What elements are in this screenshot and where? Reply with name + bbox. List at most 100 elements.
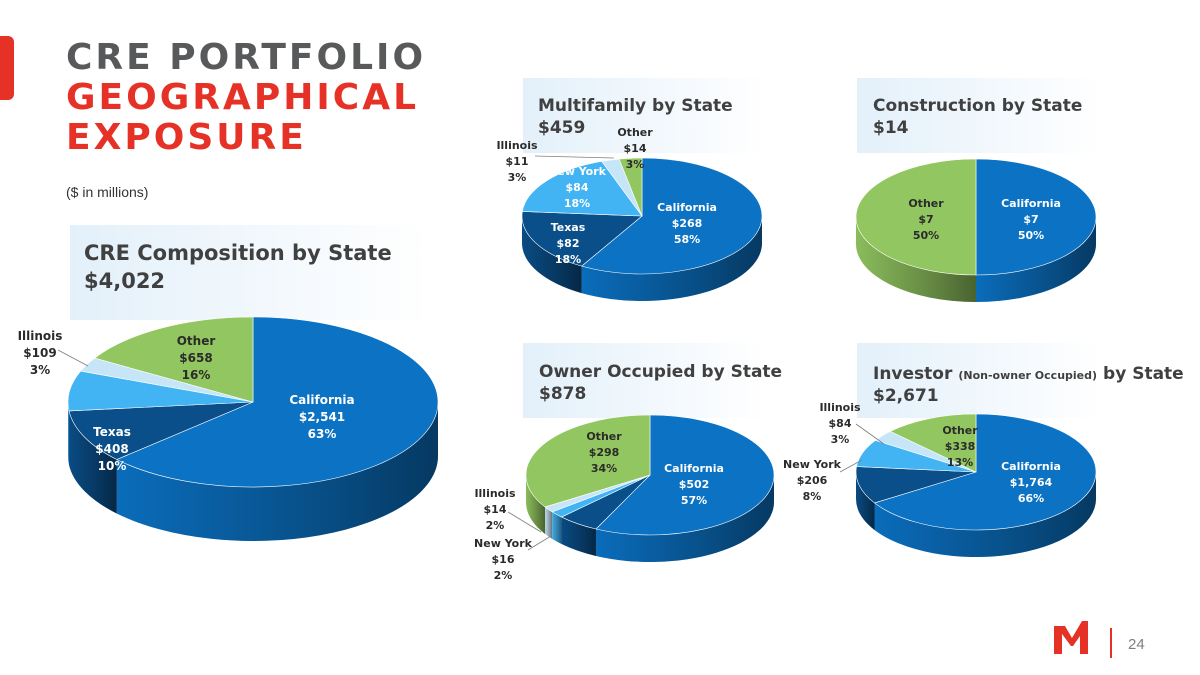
slice-label-california: California bbox=[1001, 197, 1061, 210]
slice-value-other: $298 bbox=[589, 446, 620, 459]
slice-value-california: $2,541 bbox=[299, 410, 345, 424]
slice-label-california: California bbox=[657, 201, 717, 214]
slice-value-other: $14 bbox=[624, 142, 647, 155]
slice-percent-new-york: 8% bbox=[25, 424, 45, 438]
leader-line-illinois bbox=[507, 511, 542, 533]
slice-value-illinois: $11 bbox=[506, 155, 529, 168]
slice-label-texas: Texas bbox=[93, 425, 131, 439]
chart-subtitle: $878 bbox=[539, 384, 586, 404]
slice-percent-california: 63% bbox=[308, 427, 337, 441]
page-title: CRE PORTFOLIO GEOGRAPHICAL EXPOSURE bbox=[66, 38, 426, 158]
slice-label-other: Other bbox=[177, 334, 216, 348]
slice-value-new-york: $84 bbox=[566, 181, 589, 194]
chart-title-panel bbox=[523, 78, 768, 153]
pie-slice-california bbox=[975, 158, 1097, 276]
pie-side-shade-california bbox=[595, 475, 774, 562]
chart-title-panel bbox=[70, 225, 430, 320]
pie-slice-new-york bbox=[522, 161, 643, 217]
pie-slice-texas bbox=[521, 211, 643, 267]
slice-value-california: $502 bbox=[679, 478, 710, 491]
slice-value-texas: $279 bbox=[812, 533, 843, 546]
chart-title-text: Investor bbox=[873, 364, 953, 384]
slice-percent-texas: 5% bbox=[562, 586, 581, 599]
chart-subtitle: $2,671 bbox=[873, 386, 939, 406]
slice-percent-california: 66% bbox=[1018, 492, 1044, 505]
chart-title: Construction by State bbox=[873, 96, 1082, 116]
slice-value-texas: $48 bbox=[560, 570, 583, 583]
slice-label-other: Other bbox=[908, 197, 944, 210]
slice-value-new-york: $206 bbox=[797, 474, 828, 487]
slice-label-california: California bbox=[664, 462, 724, 475]
slice-percent-other: 16% bbox=[182, 368, 211, 382]
slice-percent-illinois: 3% bbox=[831, 433, 850, 446]
slice-value-illinois: $84 bbox=[829, 417, 852, 430]
slice-value-new-york: $306 bbox=[18, 407, 51, 421]
chart-title-panel bbox=[523, 343, 768, 418]
slice-label-california: California bbox=[1001, 460, 1061, 473]
chart-title: CRE Composition by State bbox=[84, 241, 392, 265]
slice-percent-california: 58% bbox=[674, 233, 700, 246]
slice-percent-california: 50% bbox=[1018, 229, 1044, 242]
slice-percent-other: 13% bbox=[947, 456, 973, 469]
slice-label-other: Other bbox=[942, 424, 978, 437]
pie-side-shade-california bbox=[976, 217, 1096, 302]
slice-label-new-york: New York bbox=[3, 390, 67, 404]
pie-side-shade-texas bbox=[69, 410, 117, 514]
pie-side-shade-other bbox=[856, 217, 976, 302]
pie-chart-investor: Investor (Non-owner Occupied) by State $2,6… bbox=[783, 343, 1184, 562]
slice-value-texas: $408 bbox=[95, 442, 128, 456]
pie-side-shade-california bbox=[874, 472, 1096, 558]
slice-value-other: $658 bbox=[179, 351, 212, 365]
chart-subtitle: $459 bbox=[538, 118, 585, 138]
slice-label-illinois: Illinois bbox=[496, 139, 538, 152]
pie-slice-other bbox=[618, 157, 643, 217]
slice-value-california: $268 bbox=[672, 217, 703, 230]
slice-label-illinois: Illinois bbox=[474, 487, 516, 500]
slice-value-other: $7 bbox=[918, 213, 933, 226]
title-line-1: CRE PORTFOLIO bbox=[66, 37, 427, 78]
slice-label-new-york: New York bbox=[783, 458, 842, 471]
pie-slice-texas bbox=[855, 466, 977, 504]
pie-side-shade-illinois bbox=[545, 506, 553, 539]
pie-slice-other bbox=[855, 158, 977, 276]
slice-value-new-york: $16 bbox=[492, 553, 515, 566]
title-line-3: EXPOSURE bbox=[66, 117, 307, 158]
slice-percent-other: 3% bbox=[626, 158, 645, 171]
chart-title-text: Owner Occupied by State bbox=[539, 362, 782, 382]
slice-percent-new-york: 18% bbox=[564, 197, 590, 210]
chart-subtitle: $4,022 bbox=[84, 269, 165, 293]
slice-label-texas: Texas bbox=[810, 517, 845, 530]
pie-chart-construction: Construction by State$14 California $7 50% O… bbox=[855, 78, 1102, 302]
chart-title: Owner Occupied by State bbox=[539, 362, 782, 382]
chart-title-text: Construction by State bbox=[873, 96, 1082, 116]
slice-percent-illinois: 2% bbox=[486, 519, 505, 532]
footer-divider bbox=[1110, 628, 1112, 658]
slice-label-texas: Texas bbox=[554, 554, 589, 567]
chart-title: Investor (Non-owner Occupied) by State bbox=[873, 364, 1184, 384]
leader-line-new-york bbox=[839, 459, 863, 473]
slice-label-new-york: New York bbox=[474, 537, 533, 550]
slice-percent-other: 50% bbox=[913, 229, 939, 242]
chart-subtitle: $14 bbox=[873, 118, 909, 138]
pie-slice-other bbox=[94, 316, 254, 403]
slice-percent-texas: 10% bbox=[98, 459, 127, 473]
pie-slice-california bbox=[595, 414, 775, 536]
slice-label-illinois: Illinois bbox=[819, 401, 861, 414]
slice-value-california: $1,764 bbox=[1010, 476, 1053, 489]
slice-label-illinois: Illinois bbox=[18, 329, 63, 343]
pie-slice-california bbox=[874, 413, 1097, 531]
accent-bar bbox=[0, 36, 14, 100]
slice-label-other: Other bbox=[586, 430, 622, 443]
chart-title-qualifier: (Non-owner Occupied) bbox=[958, 369, 1097, 382]
slice-percent-california: 57% bbox=[681, 494, 707, 507]
pie-slice-california bbox=[581, 157, 763, 275]
leader-line-illinois bbox=[855, 423, 885, 445]
slice-value-california: $7 bbox=[1023, 213, 1038, 226]
pie-chart-cre: CRE Composition by State $4,022 California… bbox=[3, 225, 439, 541]
pie-chart-owner-occupied: Owner Occupied by State$878 California $50… bbox=[474, 343, 782, 599]
pie-side-shade-texas bbox=[856, 472, 875, 530]
pie-chart-multifamily: Multifamily by State$459 California $268 58… bbox=[496, 78, 768, 301]
title-line-2: GEOGRAPHICAL bbox=[66, 77, 420, 118]
pie-side-shade-new-york bbox=[68, 402, 70, 465]
chart-title-suffix: by State bbox=[1103, 364, 1184, 384]
